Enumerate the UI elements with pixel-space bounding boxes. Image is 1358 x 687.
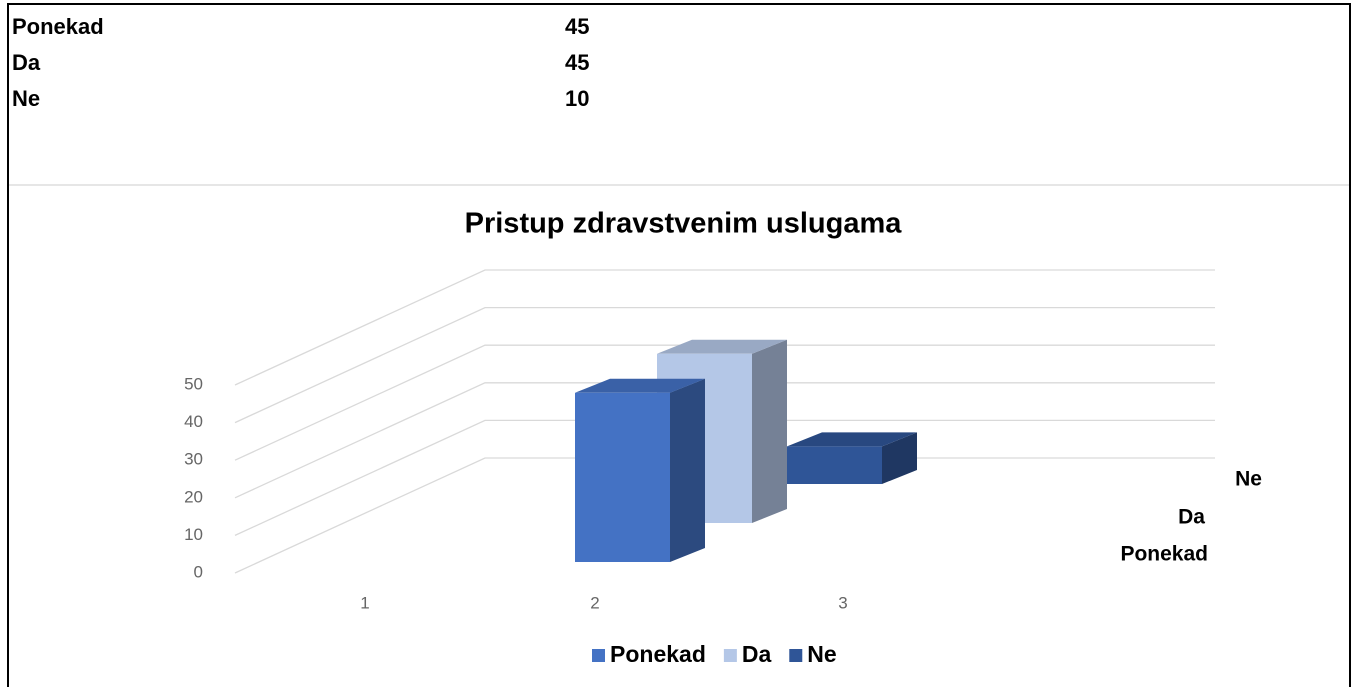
frame (7, 3, 1351, 687)
y-tick-label: 20 (184, 487, 203, 506)
bar-top (575, 378, 705, 393)
legend-label: Ne (807, 641, 836, 667)
legend-swatch (789, 649, 803, 662)
bar-top (787, 432, 917, 447)
x-tick-label: 2 (590, 593, 599, 612)
grid-line (234, 344, 1215, 461)
bar-top (657, 339, 787, 354)
grid-line (234, 382, 1215, 499)
chart-title: Pristup zdravstvenim uslugama (465, 208, 903, 240)
grid-line (234, 306, 1215, 424)
y-tick-label: 0 (194, 562, 203, 581)
depth-label: Ne (1235, 468, 1262, 491)
legend-swatch (723, 649, 737, 662)
y-tick-label: 10 (184, 525, 203, 544)
legend-label: Da (742, 641, 772, 667)
grid-line (234, 457, 1215, 574)
depth-label: Ponekad (1120, 543, 1208, 566)
bar (787, 446, 882, 484)
y-tick-label: 30 (184, 450, 203, 469)
table-label: Ponekad (12, 14, 104, 39)
table-label: Da (12, 50, 41, 75)
x-tick-label: 3 (838, 593, 847, 612)
table-label: Ne (12, 86, 40, 111)
y-tick-label: 40 (184, 412, 203, 431)
x-tick-label: 1 (360, 593, 369, 612)
legend-swatch (592, 649, 605, 662)
y-tick-label: 50 (184, 374, 203, 393)
bar-side (882, 432, 917, 484)
grid-line (234, 419, 1215, 536)
grid-line (234, 269, 1215, 386)
bar-side (670, 378, 705, 562)
bar-side (752, 339, 787, 523)
table-value: 45 (565, 14, 589, 39)
bar (575, 392, 670, 562)
table-value: 10 (565, 86, 589, 111)
table-value: 45 (565, 50, 589, 75)
depth-label: Da (1178, 506, 1205, 529)
legend-label: Ponekad (610, 641, 706, 667)
